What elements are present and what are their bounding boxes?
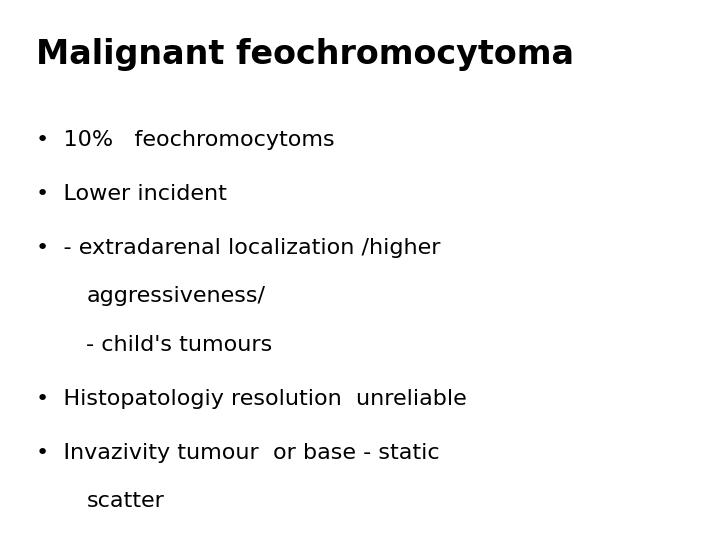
Text: •  Invazivity tumour  or base - static: • Invazivity tumour or base - static (36, 443, 440, 463)
Text: •  Histopatologiy resolution  unreliable: • Histopatologiy resolution unreliable (36, 389, 467, 409)
Text: •  - extradarenal localization /higher: • - extradarenal localization /higher (36, 238, 441, 258)
Text: •  Lower incident: • Lower incident (36, 184, 227, 204)
Text: scatter: scatter (86, 491, 164, 511)
Text: aggressiveness/: aggressiveness/ (86, 286, 266, 306)
Text: •  10%   feochromocytoms: • 10% feochromocytoms (36, 130, 335, 150)
Text: - child's tumours: - child's tumours (86, 335, 273, 355)
Text: Malignant feochromocytoma: Malignant feochromocytoma (36, 38, 574, 71)
